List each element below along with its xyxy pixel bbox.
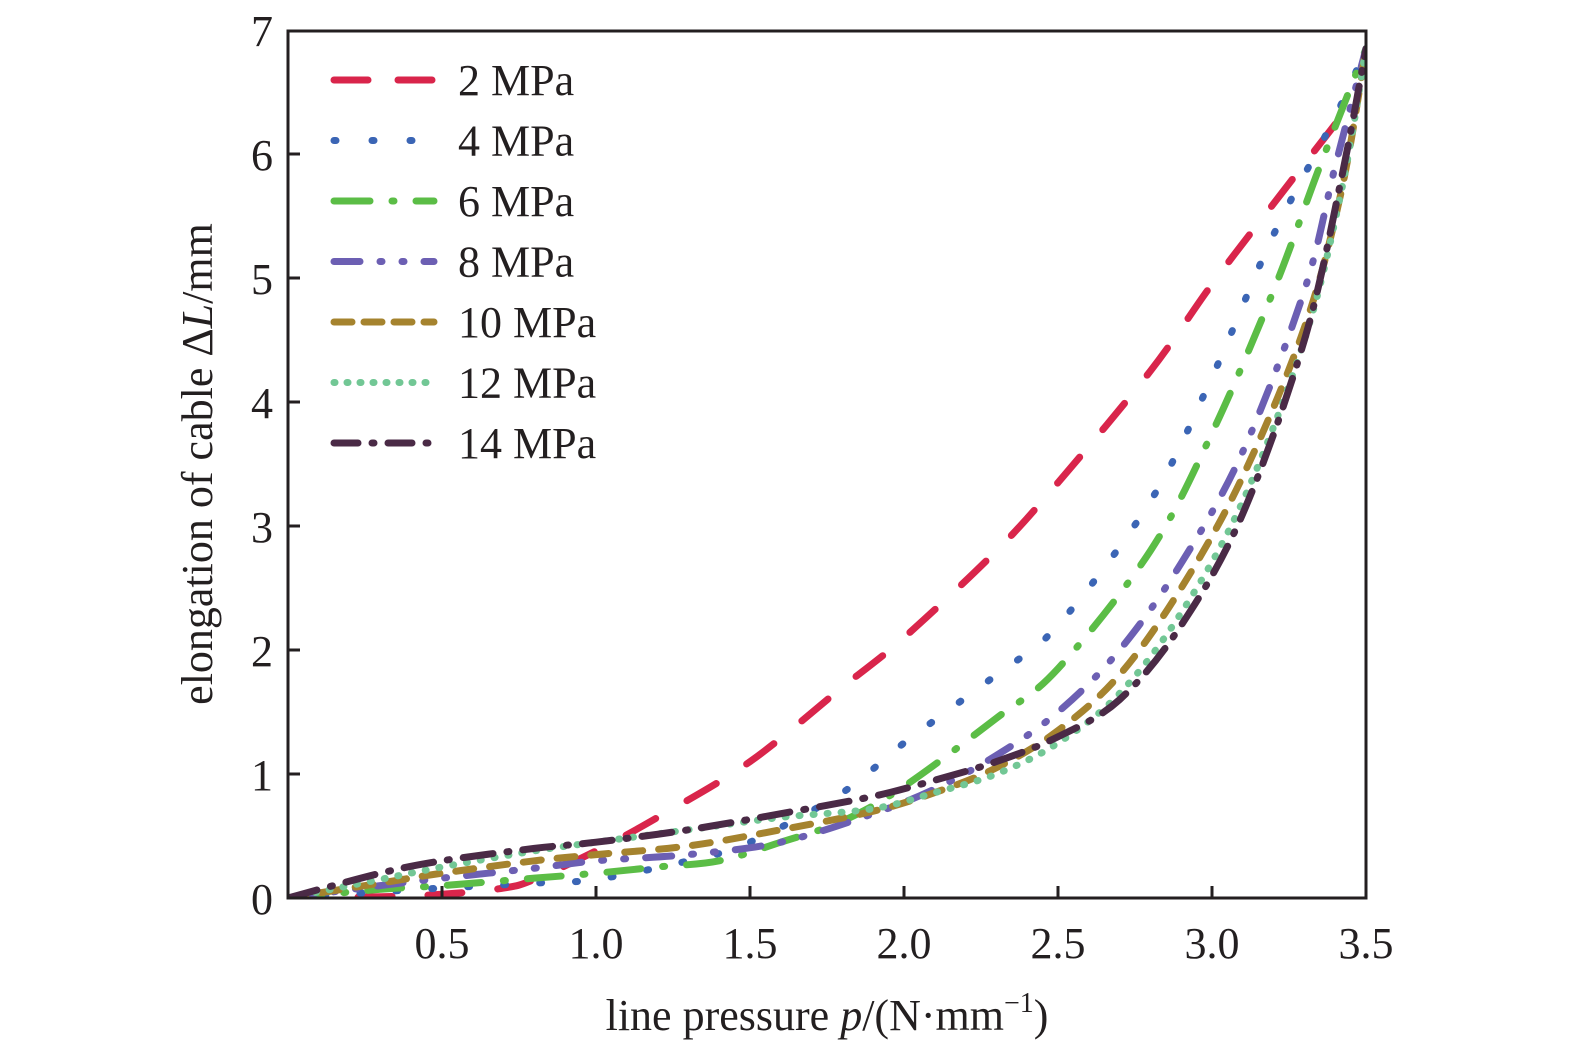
y-tick-label: 1: [251, 751, 273, 800]
x-tick-label: 2.5: [1031, 919, 1086, 968]
y-tick-label: 0: [251, 875, 273, 924]
series-line-12-mpa: [288, 45, 1366, 898]
y-tick-label: 5: [251, 255, 273, 304]
legend-label: 4 MPa: [458, 117, 574, 166]
x-tick-label: 1.5: [723, 919, 778, 968]
series-line-6-mpa: [288, 45, 1366, 898]
y-axis: 0 1 2 3 4 5 6 7: [251, 7, 300, 924]
series-line-8-mpa: [288, 45, 1366, 898]
y-tick-label: 4: [251, 379, 273, 428]
series-line-4-mpa: [288, 45, 1366, 898]
legend-label: 12 MPa: [458, 359, 596, 408]
x-tick-label: 1.0: [569, 919, 624, 968]
x-tick-label: 2.0: [877, 919, 932, 968]
x-axis: 0.5 1.0 1.5 2.0 2.5 3.0 3.5: [415, 886, 1394, 968]
series-line-14-mpa: [288, 45, 1366, 898]
legend-label: 14 MPa: [458, 419, 596, 468]
y-axis-label: elongation of cable ΔL/mm: [173, 223, 222, 705]
legend-label: 10 MPa: [458, 298, 596, 347]
y-tick-label: 3: [251, 503, 273, 552]
x-tick-label: 3.0: [1185, 919, 1240, 968]
legend-label: 2 MPa: [458, 56, 574, 105]
legend-label: 8 MPa: [458, 238, 574, 287]
x-tick-label: 0.5: [415, 919, 470, 968]
series-layer: [288, 45, 1366, 898]
legend: 2 MPa 4 MPa 6 MPa 8 MPa 10 MPa 12 MPa 14 MPa: [330, 56, 596, 468]
plot-frame: [286, 29, 1368, 900]
legend-label: 6 MPa: [458, 177, 574, 226]
series-line-2-mpa: [288, 100, 1355, 898]
y-tick-label: 2: [251, 627, 273, 676]
x-axis-label: line pressure p/(N·mm−1): [606, 988, 1049, 1040]
series-line-10-mpa: [288, 45, 1366, 898]
y-tick-label: 6: [251, 131, 273, 180]
y-tick-label: 7: [251, 7, 273, 56]
x-tick-label: 3.5: [1339, 919, 1394, 968]
